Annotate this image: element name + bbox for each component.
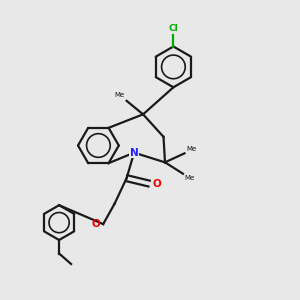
Text: Me: Me [186,146,196,152]
Text: Me: Me [115,92,125,98]
Text: N: N [130,148,139,158]
Text: Me: Me [184,175,195,181]
Text: O: O [152,178,161,189]
Text: Cl: Cl [169,24,178,33]
Text: O: O [92,219,100,229]
